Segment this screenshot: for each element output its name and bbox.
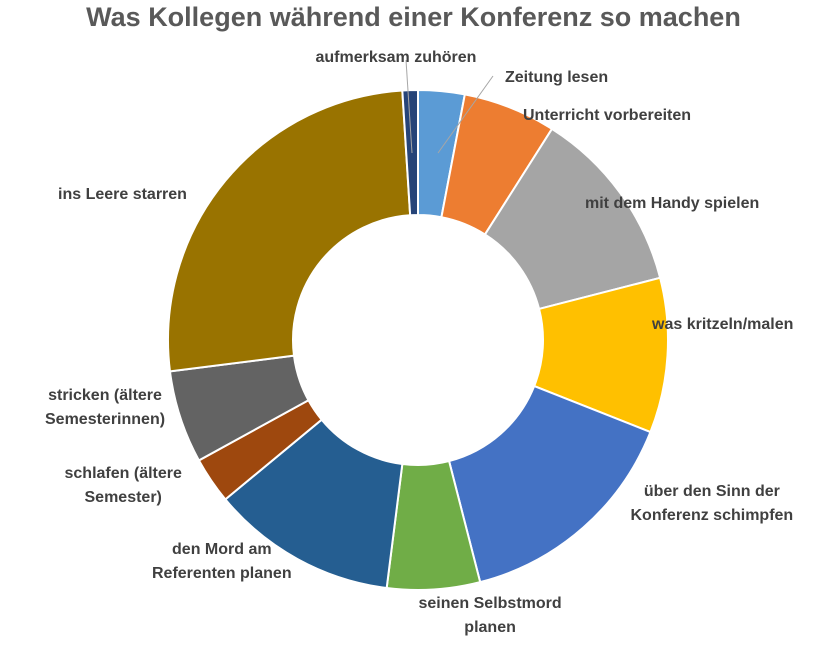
data-label-unterricht-vorbereiten: Unterricht vorbereiten	[523, 107, 692, 124]
data-label-schlafen-aeltere-semester: schlafen (ältere Semester)	[64, 465, 182, 506]
data-label-zeitung-lesen: Zeitung lesen	[505, 69, 609, 86]
data-label-seinen-selbstmord-planen: seinen Selbstmord planen	[418, 595, 562, 636]
data-label-stricken-aeltere-semesterinnen: stricken (ältere Semesterinnen)	[45, 387, 166, 428]
leader-line	[405, 59, 413, 154]
data-label-aufmerksam-zuhoeren: aufmerksam zuhören	[315, 49, 477, 66]
data-label-mit-dem-handy-spielen: mit dem Handy spielen	[585, 195, 760, 212]
chart-title: Was Kollegen während einer Konferenz so …	[86, 2, 741, 32]
data-label-was-kritzeln-malen: was kritzeln/malen	[652, 316, 794, 333]
data-label-den-mord-am-referenten-planen: den Mord am Referenten planen	[152, 541, 292, 582]
leader-line	[437, 75, 494, 154]
slice-ins-leere-starren	[167, 89, 412, 373]
data-label-ueber-den-sinn-der-konferenz-schimpfen: über den Sinn der Konferenz schimpfen	[630, 483, 794, 524]
data-label-ins-leere-starren: ins Leere starren	[58, 186, 187, 203]
slice-ueber-den-sinn-der-konferenz-schimpfen	[447, 384, 652, 584]
